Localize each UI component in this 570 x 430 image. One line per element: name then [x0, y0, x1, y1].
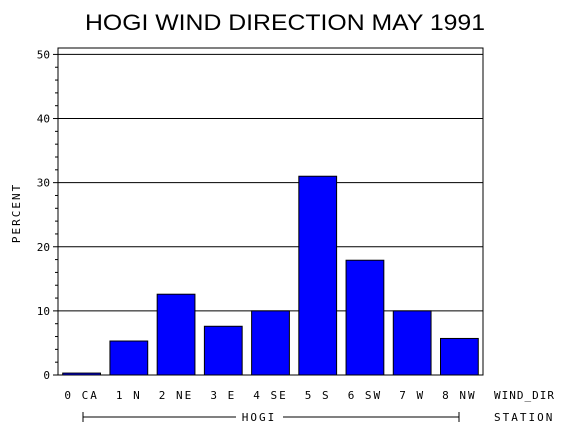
x-tick-label: 4 SE: [253, 389, 288, 402]
chart-title: HOGI WIND DIRECTION MAY 1991: [85, 10, 485, 35]
bar: [345, 259, 385, 376]
bar: [203, 325, 243, 376]
y-tick-label: 30: [37, 177, 50, 190]
bars: [62, 175, 479, 376]
y-tick-label: 40: [37, 113, 50, 126]
x-tick-label: 3 E: [210, 389, 236, 402]
x-tick-label: 5 S: [305, 389, 331, 402]
plot-frame: [57, 47, 484, 376]
bar: [251, 310, 290, 376]
bar: [156, 293, 196, 376]
bar: [298, 175, 338, 376]
group-bracket: HOGI: [82, 411, 460, 424]
bar: [440, 337, 479, 376]
y-tick-label: 20: [37, 241, 50, 254]
bar: [392, 310, 432, 376]
y-tick-label: 10: [37, 305, 50, 318]
x-tick-label: 0 CA: [64, 389, 99, 402]
bar: [109, 340, 149, 376]
group-name: HOGI: [242, 411, 277, 424]
x-tick-labels: 0 CA 1 N 2 NE 3 E 4 SE 5 S 6 SW 7 W 8 NW: [64, 389, 477, 402]
x-tick-label: 2 NE: [159, 389, 194, 402]
group-axis-label: STATION: [494, 411, 554, 424]
x-tick-label: 7 W: [399, 389, 425, 402]
x-axis-label: WIND_DIR: [494, 389, 555, 402]
x-tick-label: 6 SW: [348, 389, 383, 402]
x-tick-label: 8 NW: [442, 389, 477, 402]
y-axis-label: PERCENT: [10, 183, 23, 243]
y-tick-label: 0: [43, 369, 50, 382]
y-tick-label: 50: [37, 48, 50, 61]
x-tick-label: 1 N: [116, 389, 142, 402]
y-axis: 0 10 20 30 40 50: [37, 48, 58, 382]
gridlines: [58, 53, 483, 312]
